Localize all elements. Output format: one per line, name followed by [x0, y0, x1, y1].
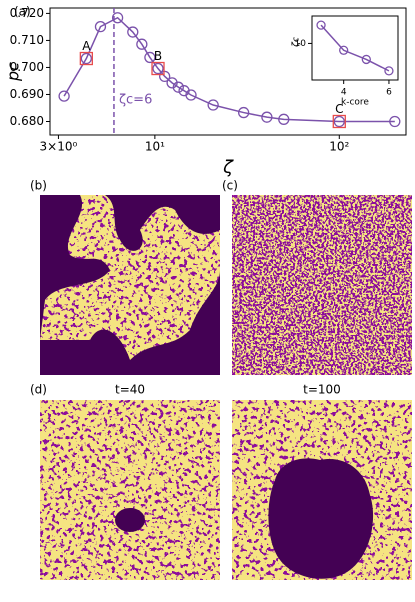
y-axis-label: ζc [292, 37, 302, 48]
data-line [320, 24, 390, 72]
time-label: t=100 [303, 383, 341, 397]
data-point [207, 99, 219, 111]
data-point [361, 54, 371, 65]
annotation: C [335, 102, 343, 116]
data-point [333, 115, 345, 128]
x-tick-label: 4 [341, 88, 347, 98]
plot-frame [311, 15, 399, 81]
x-tick-label: 10¹ [145, 140, 165, 154]
panel-label: (d) [30, 383, 47, 397]
data-point [172, 81, 184, 93]
data-point [111, 12, 124, 24]
annotation: A [82, 39, 91, 53]
y-tick-label: 0.710 [10, 33, 44, 47]
data-point [389, 115, 401, 128]
data-point [261, 111, 273, 123]
time-label: t=40 [115, 383, 145, 397]
annotation: B [154, 49, 162, 63]
y-tick-label: 10 [295, 39, 307, 49]
data-point [58, 90, 70, 102]
image-c [232, 195, 412, 375]
data-line [63, 16, 395, 123]
data-point [136, 38, 148, 50]
y-tick-label: 0.700 [10, 60, 44, 74]
data-point [152, 62, 164, 75]
plot-frame [49, 7, 407, 136]
data-point [278, 113, 290, 125]
panel-label: (a) [14, 5, 31, 19]
reference-label: ζc=6 [119, 93, 152, 108]
x-tick-label: 6 [386, 88, 392, 98]
x-axis-label: k-core [341, 98, 369, 108]
y-tick-label: 0.690 [10, 87, 44, 101]
y-tick-label: 0.680 [10, 114, 44, 128]
x-axis-label: ζ [222, 157, 234, 178]
data-point [94, 20, 107, 33]
data-point [185, 89, 197, 101]
image-d [40, 400, 220, 580]
highlight-box [151, 61, 165, 76]
x-tick-label: 3×10⁰ [40, 140, 78, 154]
highlight-box [79, 51, 93, 66]
x-tick-label: 10² [329, 140, 349, 154]
data-point [80, 52, 92, 65]
data-point [384, 66, 394, 76]
data-point [127, 26, 139, 38]
panel-label: (b) [30, 179, 47, 193]
data-point [316, 20, 326, 30]
data-point [238, 106, 250, 119]
y-axis-label: pc [4, 62, 23, 82]
highlight-box [332, 114, 346, 129]
data-point [339, 45, 349, 55]
panel-label: (c) [222, 179, 238, 193]
image-e-hole [268, 458, 374, 579]
image-d-hole [115, 508, 145, 532]
data-point [144, 51, 156, 64]
y-tick-label: 0.720 [10, 6, 44, 20]
